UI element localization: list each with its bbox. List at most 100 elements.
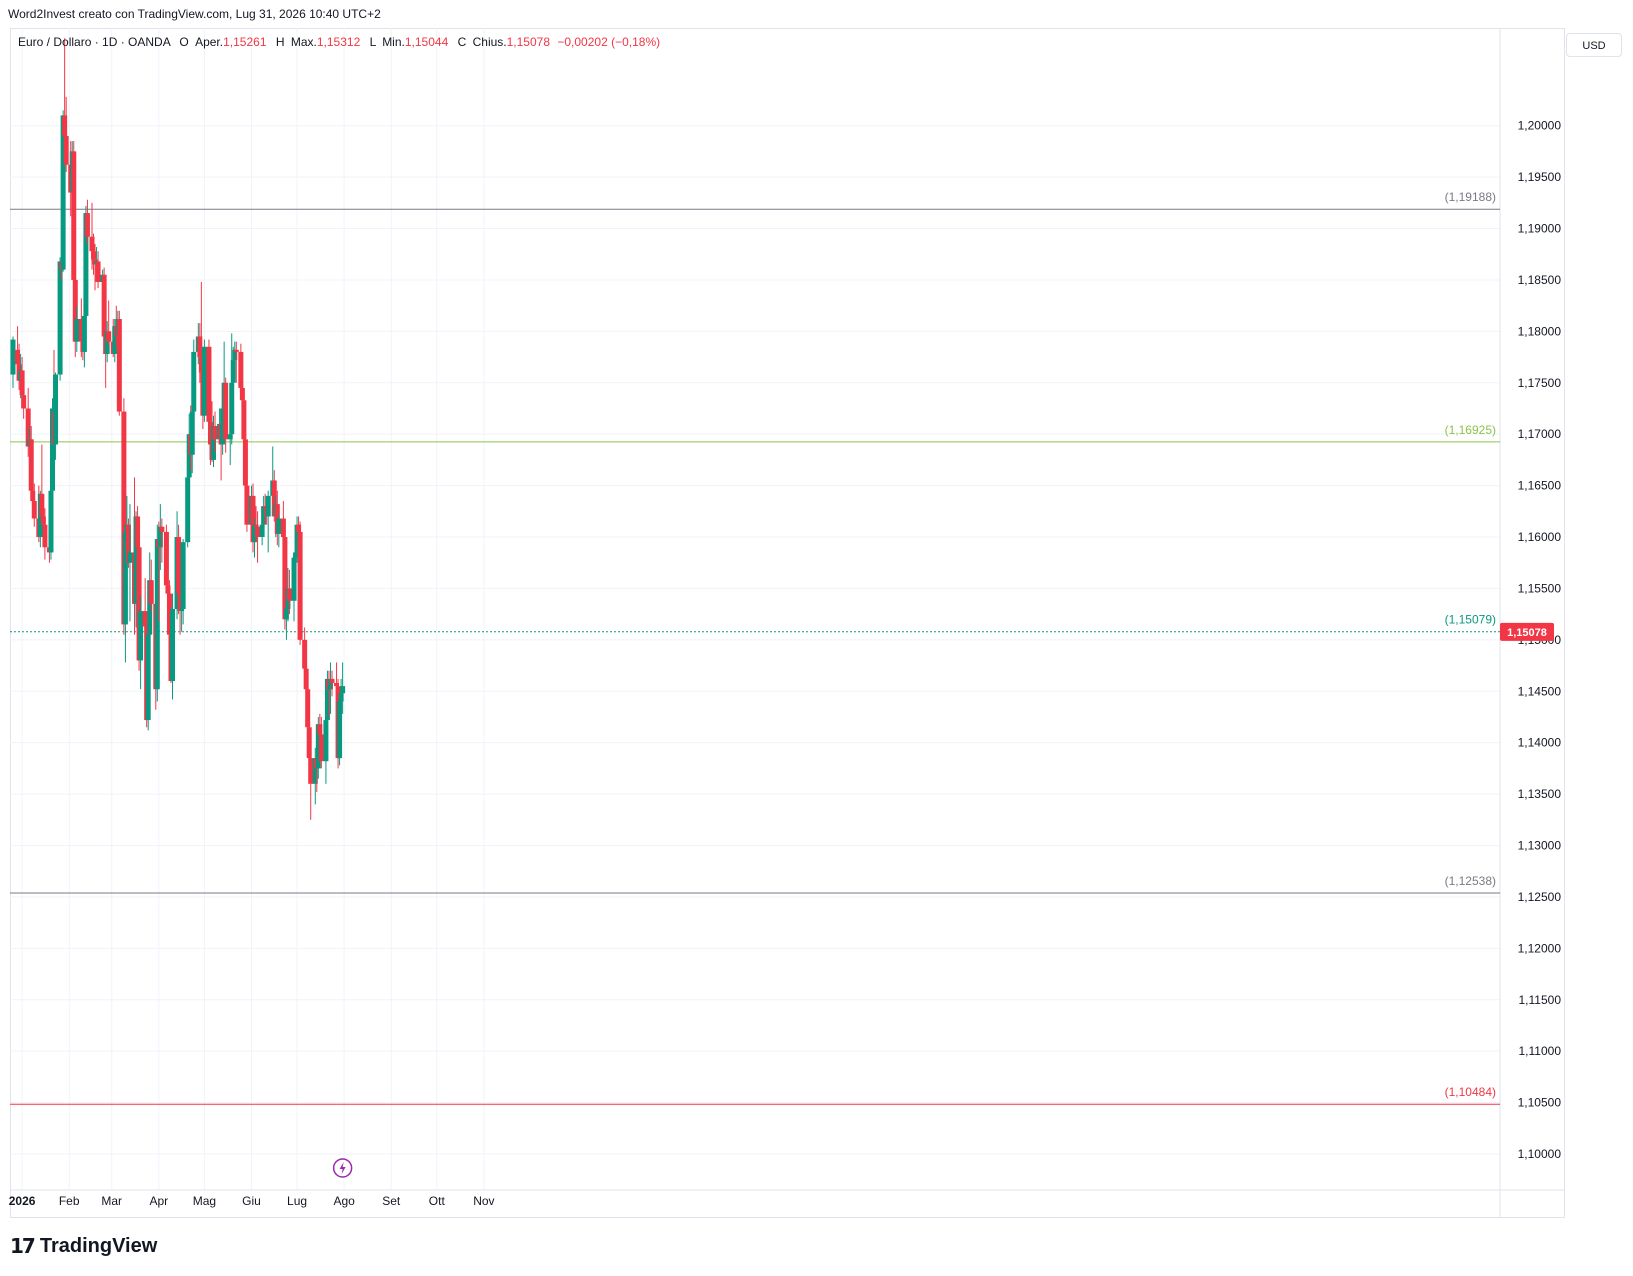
candle-body <box>10 339 16 375</box>
candle-body <box>147 580 153 635</box>
x-tick-label: Ago <box>333 1194 355 1208</box>
candle-body <box>233 349 239 352</box>
candle-body <box>206 346 212 422</box>
candle-body <box>166 593 172 635</box>
candle-body <box>283 609 289 620</box>
candle-body <box>255 526 261 538</box>
candle-body <box>294 524 300 553</box>
candle-body <box>148 580 154 604</box>
candle-body <box>259 524 265 538</box>
tradingview-logo-icon: 17 <box>10 1234 36 1258</box>
candle-body <box>250 495 256 543</box>
horizontal-level-label: (1,16925) <box>1445 423 1496 437</box>
candle-body <box>293 552 299 558</box>
candle-body <box>15 349 21 365</box>
candle-body <box>232 349 238 361</box>
candle-body <box>262 506 268 509</box>
y-tick-label: 1,11000 <box>1519 1044 1562 1058</box>
close-label: C <box>457 35 467 49</box>
candle-body <box>91 251 97 260</box>
horizontal-level-label: (1,15079) <box>1445 613 1496 627</box>
candle-body <box>63 135 69 165</box>
candle-body <box>302 639 308 669</box>
candle-body <box>227 434 233 440</box>
candle-body <box>127 552 133 563</box>
candle-body <box>133 516 139 604</box>
y-tick-label: 1,12000 <box>1518 941 1562 955</box>
candle-body <box>142 611 148 627</box>
lightning-bolt-icon <box>339 1162 346 1174</box>
y-tick-label: 1,13000 <box>1518 839 1562 853</box>
candle-body <box>49 408 55 491</box>
candle-body <box>72 279 78 342</box>
symbol-label: Euro / Dollaro · 1D · OANDA <box>18 35 171 49</box>
candle-body <box>318 734 324 762</box>
candle-body <box>19 370 25 396</box>
candle-body <box>30 490 36 502</box>
candle-body <box>185 477 191 543</box>
low-value: 1,15044 <box>404 35 449 49</box>
candle-body <box>229 382 235 435</box>
horizontal-level-label: (1,12538) <box>1445 874 1496 888</box>
y-tick-label: 1,18000 <box>1518 324 1562 338</box>
last-price-label: 1,15078 <box>1507 627 1547 639</box>
candle-body <box>169 609 175 681</box>
x-tick-label: 2026 <box>9 1194 36 1208</box>
chart-header: Word2Invest creato con TradingView.com, … <box>8 7 381 21</box>
candle-body <box>207 421 213 445</box>
candle-body <box>116 319 122 412</box>
x-tick-label: Feb <box>59 1194 80 1208</box>
candle-body <box>78 319 84 342</box>
candle-body <box>106 331 112 342</box>
candle-body <box>308 758 314 784</box>
candle-body <box>28 439 34 491</box>
candle-body <box>198 357 204 373</box>
tradingview-logo: 17 TradingView <box>10 1234 157 1258</box>
change-value: −0,00202 (−0,18%) <box>557 35 661 49</box>
y-tick-label: 1,19000 <box>1518 222 1562 236</box>
candle-body <box>83 213 89 316</box>
candle-body <box>84 213 90 237</box>
low-label: L <box>369 35 376 49</box>
candle-body <box>323 720 329 762</box>
candle-body <box>238 351 244 388</box>
horizontal-level-label: (1,10484) <box>1445 1085 1496 1099</box>
candle-body <box>327 678 333 690</box>
candle-body <box>297 531 303 640</box>
candle-body <box>291 557 297 601</box>
y-tick-label: 1,14500 <box>1518 684 1562 698</box>
candle-body <box>282 537 288 620</box>
y-tick-label: 1,14000 <box>1518 736 1562 750</box>
high-label: H <box>275 35 285 49</box>
y-tick-label: 1,17500 <box>1518 376 1562 390</box>
candle-body <box>125 524 131 563</box>
candle-body <box>334 683 340 687</box>
candle-body <box>157 526 163 548</box>
currency-button[interactable]: USD <box>1566 33 1622 57</box>
candle-body <box>57 261 63 375</box>
candle-body <box>212 425 218 440</box>
y-tick-label: 1,10500 <box>1518 1096 1562 1110</box>
candle-body <box>186 434 192 478</box>
candle-body <box>154 539 160 690</box>
y-tick-label: 1,10000 <box>1518 1147 1562 1161</box>
candle-body <box>197 336 203 358</box>
candle-body <box>337 701 343 759</box>
horizontal-level-label: (1,19188) <box>1445 190 1496 204</box>
candle-body <box>135 516 141 548</box>
candle-body <box>305 689 311 728</box>
candle-body <box>286 588 292 601</box>
ohlc-legend: Euro / Dollaro · 1D · OANDA O Aper.1,152… <box>18 35 660 49</box>
candle-body <box>112 326 118 354</box>
candle-body <box>324 678 330 721</box>
candle-body <box>21 395 27 409</box>
last-price-tag <box>1500 622 1554 641</box>
candle-body <box>40 516 46 525</box>
candle-body <box>244 485 250 525</box>
y-tick-label: 1,16500 <box>1518 479 1562 493</box>
candle-body <box>252 524 258 543</box>
candle-body <box>179 609 185 612</box>
y-tick-label: 1,20000 <box>1518 119 1562 133</box>
candle-body <box>296 524 302 532</box>
